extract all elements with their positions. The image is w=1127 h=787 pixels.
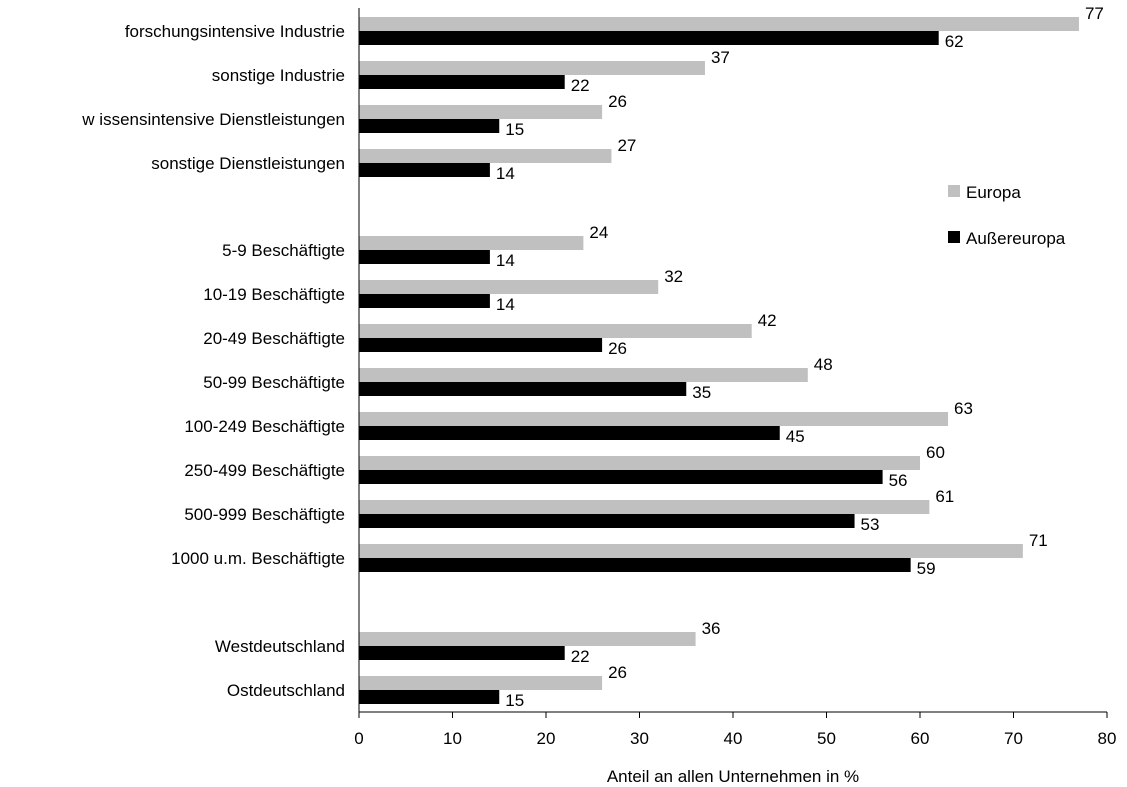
value-labels-layer: 77 62 37 22 26 15 27 14 24 14 32 14 42 26 48 35 63 45 60 56… [496, 4, 1104, 710]
bar-europa [359, 61, 705, 75]
category-label: 50-99 Beschäftigte [203, 373, 345, 392]
bar-europa [359, 544, 1023, 558]
bar-aussereuropa [359, 75, 565, 89]
legend: Europa Außereuropa [948, 183, 1066, 248]
data-label-aussereuropa: 15 [505, 691, 524, 710]
data-label-europa: 42 [758, 311, 777, 330]
data-label-europa: 26 [608, 92, 627, 111]
category-label: forschungsintensive Industrie [125, 22, 345, 41]
legend-label-europa: Europa [966, 183, 1021, 202]
data-label-aussereuropa: 53 [861, 515, 880, 534]
data-label-aussereuropa: 56 [889, 471, 908, 490]
bar-europa [359, 324, 752, 338]
category-label: sonstige Industrie [212, 66, 345, 85]
bar-europa [359, 17, 1079, 31]
data-label-europa: 77 [1085, 4, 1104, 23]
data-label-aussereuropa: 26 [608, 339, 627, 358]
bar-europa [359, 676, 603, 690]
bar-aussereuropa [359, 426, 780, 440]
bar-europa [359, 456, 920, 470]
bar-aussereuropa [359, 558, 911, 572]
bar-aussereuropa [359, 163, 490, 177]
bar-europa [359, 149, 612, 163]
bars-layer [359, 17, 1079, 704]
data-label-aussereuropa: 22 [571, 76, 590, 95]
x-tick-label: 80 [1098, 729, 1117, 748]
data-label-aussereuropa: 45 [786, 427, 805, 446]
category-label: 250-499 Beschäftigte [184, 461, 345, 480]
x-tick-label: 20 [537, 729, 556, 748]
bar-europa [359, 368, 808, 382]
data-label-aussereuropa: 15 [505, 120, 524, 139]
category-label: 10-19 Beschäftigte [203, 285, 345, 304]
category-label: Ostdeutschland [227, 681, 345, 700]
category-label: 5-9 Beschäftigte [222, 241, 345, 260]
data-label-europa: 63 [954, 399, 973, 418]
bar-aussereuropa [359, 250, 490, 264]
x-tick-label: 60 [911, 729, 930, 748]
data-label-aussereuropa: 62 [945, 32, 964, 51]
data-label-europa: 36 [702, 619, 721, 638]
data-label-aussereuropa: 22 [571, 647, 590, 666]
category-label: 1000 u.m. Beschäftigte [171, 549, 345, 568]
bar-aussereuropa [359, 514, 855, 528]
data-label-aussereuropa: 14 [496, 295, 515, 314]
data-label-europa: 32 [664, 267, 683, 286]
bar-europa [359, 632, 696, 646]
bar-aussereuropa [359, 690, 500, 704]
category-label: 20-49 Beschäftigte [203, 329, 345, 348]
x-tick-label: 0 [354, 729, 363, 748]
x-axis-title: Anteil an allen Unternehmen in % [607, 767, 859, 786]
bar-europa [359, 236, 584, 250]
axes-layer: 0 10 20 30 40 50 60 70 80 Anteil an allen Unterne… [354, 8, 1116, 786]
data-label-europa: 60 [926, 443, 945, 462]
data-label-europa: 48 [814, 355, 833, 374]
x-tick-label: 50 [817, 729, 836, 748]
legend-swatch-aussereuropa [948, 231, 960, 243]
bar-europa [359, 500, 930, 514]
legend-label-aussereuropa: Außereuropa [966, 229, 1066, 248]
x-tick-label: 70 [1004, 729, 1023, 748]
bar-aussereuropa [359, 119, 500, 133]
category-label: sonstige Dienstleistungen [151, 154, 345, 173]
bar-europa [359, 105, 603, 119]
category-labels-layer: forschungsintensive Industrie sonstige In… [81, 22, 345, 700]
category-label: w issensintensive Dienstleistungen [81, 110, 345, 129]
bar-aussereuropa [359, 31, 939, 45]
data-label-aussereuropa: 35 [692, 383, 711, 402]
category-label: 500-999 Beschäftigte [184, 505, 345, 524]
bar-aussereuropa [359, 646, 565, 660]
data-label-europa: 27 [617, 136, 636, 155]
data-label-aussereuropa: 14 [496, 251, 515, 270]
legend-swatch-europa [948, 185, 960, 197]
x-tick-label: 40 [724, 729, 743, 748]
x-tick-label: 10 [443, 729, 462, 748]
bar-aussereuropa [359, 470, 883, 484]
data-label-aussereuropa: 14 [496, 164, 515, 183]
data-label-europa: 37 [711, 48, 730, 67]
data-label-europa: 71 [1029, 531, 1048, 550]
category-label: 100-249 Beschäftigte [184, 417, 345, 436]
category-label: Westdeutschland [215, 637, 345, 656]
bar-europa [359, 412, 949, 426]
bar-aussereuropa [359, 382, 687, 396]
data-label-europa: 26 [608, 663, 627, 682]
data-label-aussereuropa: 59 [917, 559, 936, 578]
data-label-europa: 61 [935, 487, 954, 506]
bar-aussereuropa [359, 294, 490, 308]
bar-europa [359, 280, 659, 294]
x-tick-label: 30 [630, 729, 649, 748]
bar-aussereuropa [359, 338, 603, 352]
data-label-europa: 24 [589, 223, 608, 242]
